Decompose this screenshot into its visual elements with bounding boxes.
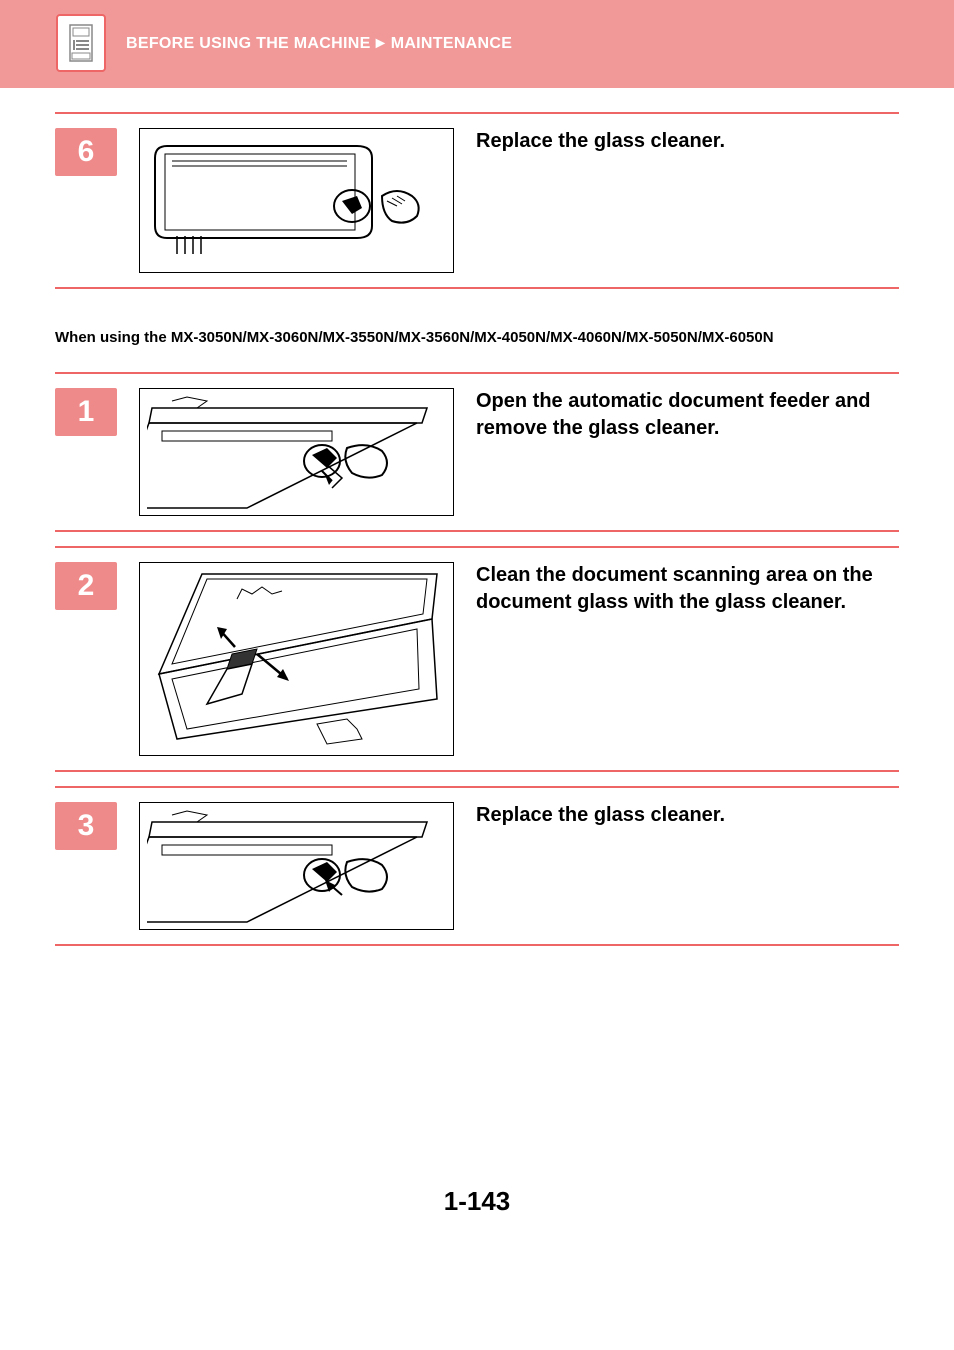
step-instruction: Replace the glass cleaner. xyxy=(476,128,899,155)
step-illustration xyxy=(139,562,454,756)
breadcrumb-left: BEFORE USING THE MACHINE xyxy=(126,35,371,52)
page-content: 6 Replace the glass cleaner. When using … xyxy=(0,112,954,946)
step-instruction: Replace the glass cleaner. xyxy=(476,802,899,829)
step-illustration xyxy=(139,802,454,930)
step-block: 1 Open the automatic document feeder and… xyxy=(55,372,899,532)
printer-icon xyxy=(56,14,106,72)
page-number: 1-143 xyxy=(0,1186,954,1257)
step-block: 6 Replace the glass cleaner. xyxy=(55,112,899,289)
breadcrumb-arrow-icon: ► xyxy=(373,35,389,52)
step-instruction: Clean the document scanning area on the … xyxy=(476,562,899,616)
breadcrumb-right: MAINTENANCE xyxy=(391,35,513,52)
step-number: 3 xyxy=(55,802,117,850)
step-instruction: Open the automatic document feeder and r… xyxy=(476,388,899,442)
step-number: 2 xyxy=(55,562,117,610)
step-illustration xyxy=(139,128,454,273)
page-header: BEFORE USING THE MACHINE►MAINTENANCE xyxy=(0,0,954,88)
step-number: 1 xyxy=(55,388,117,436)
breadcrumb: BEFORE USING THE MACHINE►MAINTENANCE xyxy=(126,35,512,53)
step-block: 3 Replace the glass cleaner. xyxy=(55,786,899,946)
step-number: 6 xyxy=(55,128,117,176)
step-block: 2 Clean the document scanning xyxy=(55,546,899,772)
step-illustration xyxy=(139,388,454,516)
section-heading: When using the MX-3050N/MX-3060N/MX-3550… xyxy=(55,329,899,346)
